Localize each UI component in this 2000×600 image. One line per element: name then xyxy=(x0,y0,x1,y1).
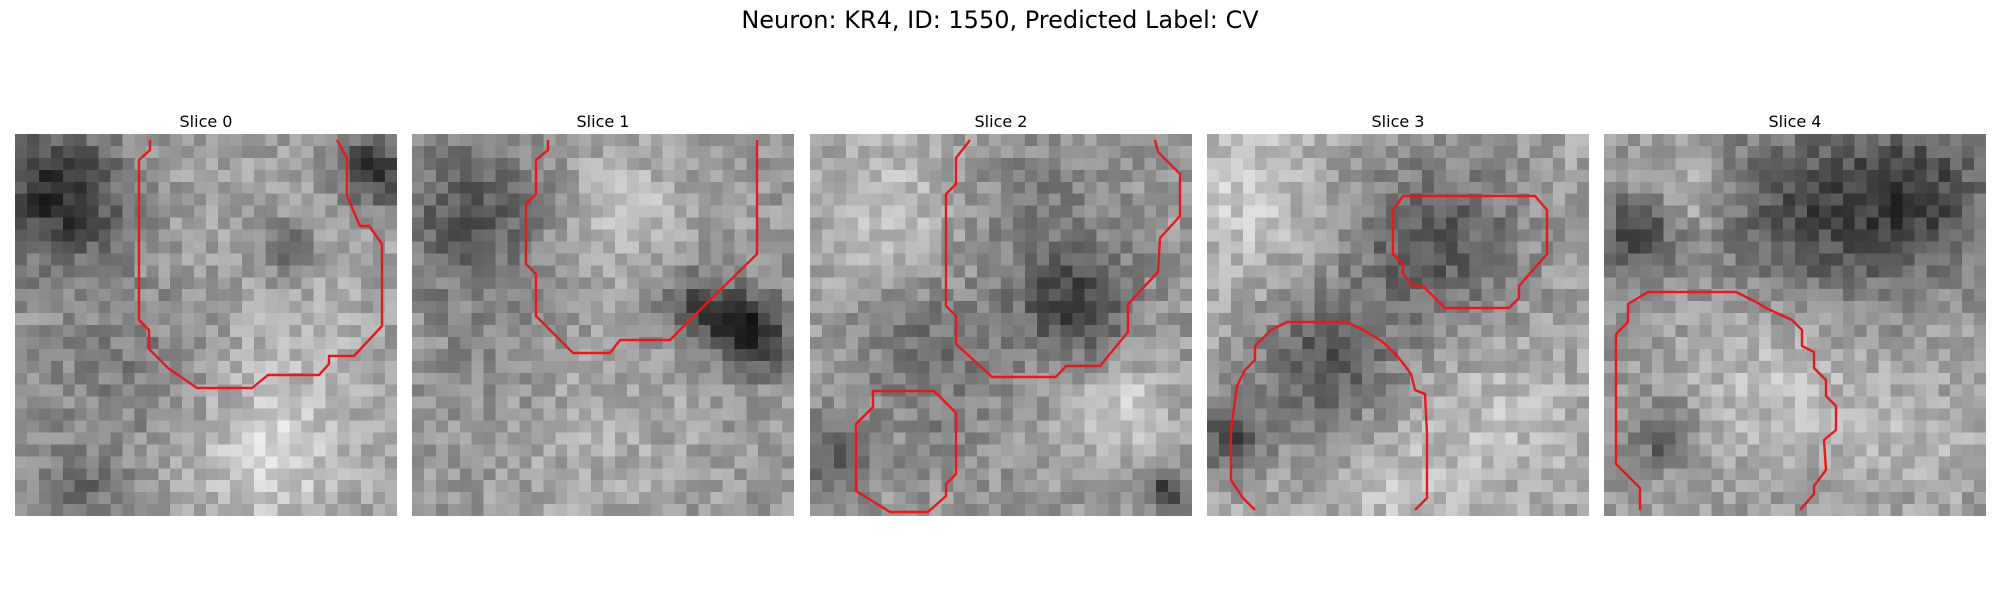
cell-contour-0 xyxy=(524,140,759,355)
contour-overlay xyxy=(137,139,384,390)
cell-contour-1 xyxy=(854,389,958,514)
contour-overlay xyxy=(1614,290,1838,511)
figure-title: Neuron: KR4, ID: 1550, Predicted Label: … xyxy=(741,6,1259,34)
slice-title: Slice 4 xyxy=(1768,112,1822,131)
cell-contour-1 xyxy=(1229,320,1429,511)
slice-panel-0: Slice 0 xyxy=(15,110,397,516)
slice-panel-2: Slice 2 xyxy=(810,110,1192,516)
grayscale-microscopy-image xyxy=(1604,134,1986,516)
slice-panel-3: Slice 3 xyxy=(1207,110,1589,516)
slice-title: Slice 1 xyxy=(576,112,630,131)
contour-overlay xyxy=(524,140,759,355)
grayscale-microscopy-image xyxy=(15,134,397,516)
slice-panel-4: Slice 4 xyxy=(1604,110,1986,516)
grayscale-microscopy-image xyxy=(412,134,794,516)
slice-panel-1: Slice 1 xyxy=(412,110,794,516)
slice-image xyxy=(15,134,397,516)
contour-overlay xyxy=(854,139,1182,514)
cell-contour-0 xyxy=(944,139,1182,379)
grayscale-microscopy-image xyxy=(1207,134,1589,516)
slice-title: Slice 0 xyxy=(179,112,233,131)
cell-contour-0 xyxy=(1391,194,1549,310)
cell-contour-0 xyxy=(1614,290,1838,511)
slice-image xyxy=(412,134,794,516)
contour-overlay xyxy=(1229,194,1549,511)
slice-title: Slice 3 xyxy=(1371,112,1425,131)
cell-contour-0 xyxy=(137,139,384,390)
slice-title: Slice 2 xyxy=(974,112,1028,131)
slice-image xyxy=(1604,134,1986,516)
slice-image xyxy=(1207,134,1589,516)
slice-image xyxy=(810,134,1192,516)
